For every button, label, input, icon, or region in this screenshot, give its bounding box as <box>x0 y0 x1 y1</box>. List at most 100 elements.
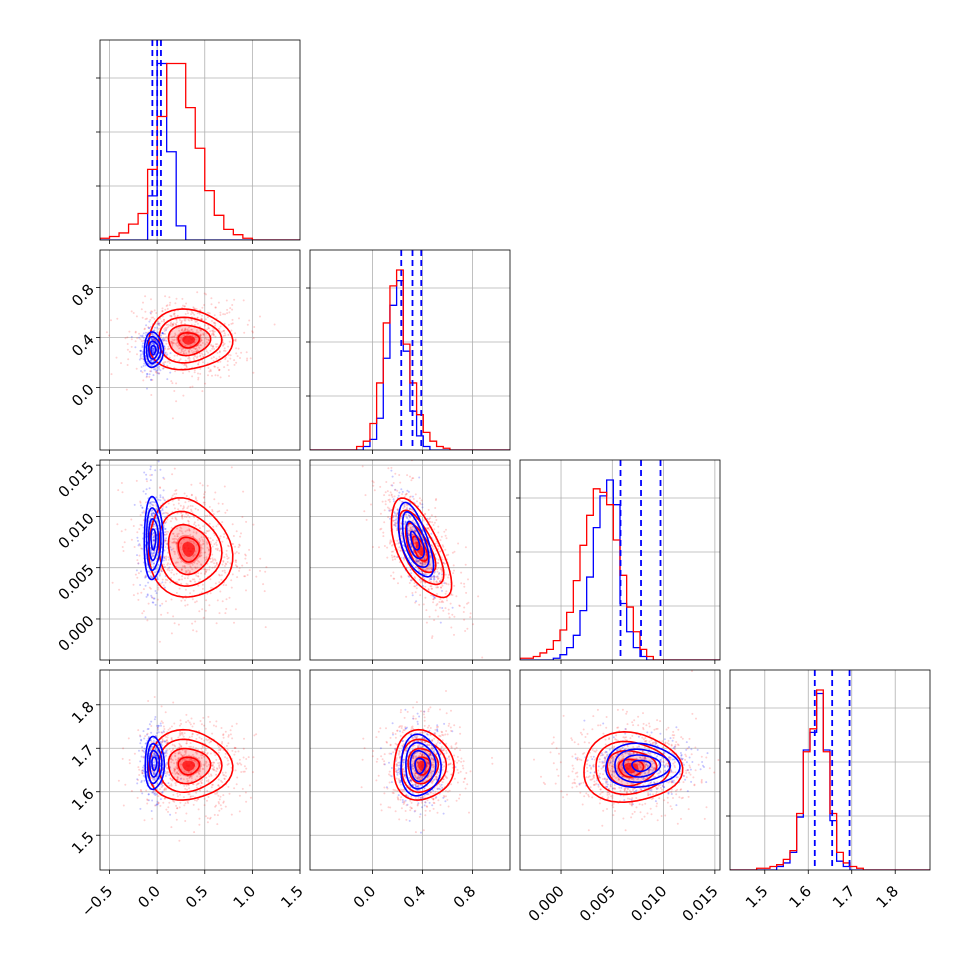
x-tick-label-2-0: 0.000 <box>525 882 568 925</box>
blue-contour-2_1-2 <box>401 510 430 569</box>
y-tick-label-1-1: 0.4 <box>68 330 98 360</box>
red-contour-2_1-1 <box>404 522 437 574</box>
pair-grid-2_0 <box>100 460 300 660</box>
hist-panel-0 <box>96 39 301 241</box>
blue-contour-1_0-3 <box>143 331 165 369</box>
y-tick-label-3-0: 1.5 <box>68 828 98 858</box>
blue-contour-3_0-3 <box>144 735 166 791</box>
blue-histogram-0 <box>100 62 300 240</box>
blue-contour-3_1-0 <box>414 757 427 775</box>
red-contour-3_2-3 <box>583 730 684 804</box>
hist-frame-0 <box>99 39 301 241</box>
x-tick-label-3-0: 1.5 <box>742 882 772 912</box>
x-tick-label-1-2: 0.8 <box>450 882 480 912</box>
blue-contour-2_0-2 <box>145 507 162 572</box>
x-tick-label-2-1: 0.005 <box>576 882 619 925</box>
pair-panel-2_0 <box>99 459 301 661</box>
blue-contour-2_0-1 <box>148 518 160 562</box>
x-tick-label-0-4: 1.5 <box>277 882 307 912</box>
blue-contour-3_0-1 <box>148 749 161 778</box>
red-histogram-1 <box>310 269 510 450</box>
hist-grid-1 <box>310 250 510 450</box>
red-density-3_2-2 <box>623 762 639 774</box>
red-density-1_0-2 <box>182 335 195 345</box>
pair-frame-3_0 <box>99 669 301 871</box>
blue-contour-3_0-2 <box>146 742 163 785</box>
red-contour-3_2-2 <box>595 740 671 796</box>
blue-contour-2_1-1 <box>405 520 425 560</box>
blue-contour-1_0-0 <box>150 345 157 356</box>
red-density-2_0-2 <box>182 542 195 557</box>
hist-frame-2 <box>519 459 721 661</box>
red-histogram-2 <box>520 488 720 660</box>
x-tick-label-2-3: 0.015 <box>679 882 722 925</box>
red-histogram-0 <box>100 62 300 240</box>
y-tick-label-2-2: 0.010 <box>55 509 98 552</box>
blue-contour-3_1-3 <box>400 733 442 797</box>
y-tick-label-1-0: 0.0 <box>68 380 98 410</box>
red-contour-3_0-1 <box>167 747 212 785</box>
x-tick-label-3-2: 1.7 <box>829 882 859 912</box>
pair-frame-2_0 <box>99 459 301 661</box>
blue-contour-2_0-0 <box>150 528 157 551</box>
pair-panel-2_1 <box>309 459 511 661</box>
pair-panel-3_2 <box>519 669 721 871</box>
x-tick-label-0-2: 0.5 <box>182 882 212 912</box>
y-tick-label-2-3: 0.015 <box>55 458 98 501</box>
y-tick-label-2-1: 0.005 <box>55 561 98 604</box>
pair-frame-1_0 <box>99 249 301 451</box>
hist-frame-3 <box>729 669 931 871</box>
hist-frame-1 <box>309 249 511 451</box>
pair-frame-3_2 <box>519 669 721 871</box>
pair-frame-3_1 <box>309 669 511 871</box>
red-contour-2_1-3 <box>390 497 453 599</box>
blue-contour-1_0-1 <box>148 340 160 360</box>
pair-grid-1_0 <box>100 250 300 450</box>
blue-contour-2_1-3 <box>397 501 435 578</box>
blue-contour-3_2-1 <box>622 754 662 778</box>
red-contour-2_0-1 <box>167 523 212 576</box>
x-tick-label-1-1: 0.4 <box>400 882 430 912</box>
pair-grid-3_2 <box>520 670 720 870</box>
blue-contour-3_0-0 <box>151 756 158 772</box>
x-tick-label-0-0: −0.5 <box>78 882 116 920</box>
x-tick-label-3-1: 1.6 <box>785 882 815 912</box>
red-contour-3_1-3 <box>393 728 455 801</box>
pair-panel-3_1 <box>309 669 511 871</box>
hist-grid-0 <box>100 40 300 240</box>
blue-contour-1_0-2 <box>145 335 162 365</box>
y-tick-label-3-2: 1.7 <box>68 741 98 771</box>
y-tick-label-1-2: 0.8 <box>68 280 98 310</box>
pair-frame-2_1 <box>309 459 511 661</box>
pair-panel-1_0 <box>99 249 301 451</box>
x-tick-label-0-3: 1.0 <box>230 882 260 912</box>
pair-grid-3_0 <box>100 670 300 870</box>
red-density-3_0-2 <box>182 760 195 772</box>
hist-panel-1 <box>306 249 511 451</box>
red-scatter-3_1 <box>360 690 494 834</box>
blue-contour-3_2-2 <box>614 748 672 784</box>
red-contour-3_0-3 <box>147 728 234 801</box>
hist-panel-2 <box>516 459 721 661</box>
pair-panel-3_0 <box>99 669 301 871</box>
blue-contour-3_1-2 <box>405 741 437 790</box>
red-contour-1_0-0 <box>177 331 201 349</box>
blue-contour-3_2-0 <box>631 759 652 773</box>
red-histogram-3 <box>730 689 930 870</box>
x-tick-label-1-0: 0.0 <box>350 882 380 912</box>
red-contour-2_0-0 <box>177 536 201 563</box>
pair-grid-2_1 <box>310 460 510 660</box>
blue-contour-2_0-3 <box>143 495 165 581</box>
y-tick-label-2-0: 0.000 <box>55 612 98 655</box>
blue-scatter-2_0 <box>133 460 173 619</box>
red-density-2_1-2 <box>415 541 425 557</box>
red-contour-2_0-2 <box>158 510 223 587</box>
y-tick-label-3-1: 1.6 <box>68 785 98 815</box>
blue-contour-2_1-0 <box>409 530 421 551</box>
x-tick-label-3-3: 1.8 <box>872 882 902 912</box>
blue-histogram-2 <box>520 479 720 660</box>
red-contour-1_0-1 <box>167 324 212 357</box>
blue-contour-3_2-3 <box>605 742 681 789</box>
red-contour-1_0-2 <box>158 316 223 364</box>
